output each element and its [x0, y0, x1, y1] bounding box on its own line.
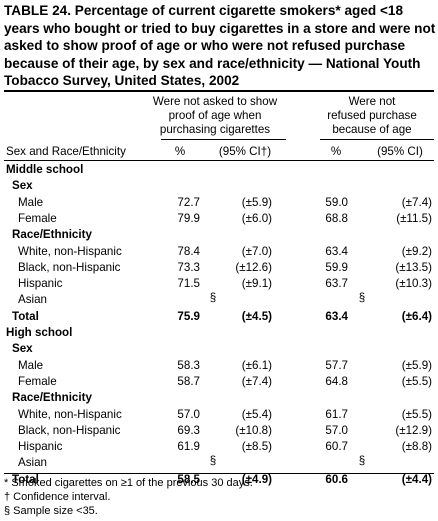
header-rule [4, 160, 434, 161]
ci-value-2: (±5.5) [401, 407, 432, 421]
pct-value-2: 59.0 [325, 195, 348, 209]
row-label-header: Sex and Race/Ethnicity [6, 145, 126, 158]
pct-value-2: 63.4 [325, 244, 348, 258]
pct-value-1: 61.9 [177, 440, 200, 454]
total-label: Total [12, 309, 39, 323]
row-label: Black, non-Hispanic [18, 423, 121, 437]
ci-value-1: (±7.4) [241, 374, 272, 388]
subgroup-label: Race/Ethnicity [12, 228, 92, 242]
suppressed-marker: § [209, 291, 217, 305]
section-label: High school [6, 326, 73, 339]
table-title: TABLE 24. Percentage of current cigarett… [4, 3, 436, 89]
pct-value-1: 58.7 [177, 374, 200, 388]
group1-header-line1: Were not asked to show [152, 95, 278, 108]
row-label: Hispanic [18, 277, 63, 291]
group2-header-line3: because of age [332, 123, 412, 136]
row-label: White, non-Hispanic [18, 244, 122, 258]
subgroup-label: Sex [12, 342, 33, 356]
pct-value-1: 72.7 [177, 195, 200, 209]
row-label: Female [18, 374, 57, 388]
ci-header-2: (95% CI) [377, 145, 423, 158]
pct-value-2: 59.9 [325, 260, 348, 274]
pct-value-2: 60.6 [325, 472, 348, 486]
pct-value-2: 64.8 [325, 374, 348, 388]
ci-value-1: (±7.0) [241, 244, 272, 258]
row-label: Male [18, 195, 44, 209]
row-label: Female [18, 211, 57, 225]
ci-value-2: (±11.5) [396, 211, 432, 225]
top-rule [4, 90, 434, 92]
pct-value-2: 60.7 [325, 440, 348, 454]
ci-header-1: (95% CI†) [218, 145, 272, 158]
pct-value-1: 75.9 [177, 309, 200, 323]
ci-value-2: (±12.9) [395, 423, 432, 437]
pct-value-1: 69.3 [177, 423, 200, 437]
ci-value-1: (±5.9) [241, 195, 272, 209]
pct-header-2: % [330, 145, 342, 158]
row-label: Hispanic [18, 440, 63, 454]
pct-value-1: 58.5 [177, 472, 200, 486]
suppressed-marker: § [358, 454, 366, 468]
pct-value-1: 73.3 [177, 260, 200, 274]
pct-value-1: 57.0 [177, 407, 200, 421]
group1-underline [161, 139, 286, 140]
row-label: Asian [18, 456, 48, 470]
ci-value-2: (±13.5) [395, 260, 432, 274]
bottom-rule [4, 473, 434, 474]
ci-value-2: (±10.3) [395, 277, 432, 291]
ci-value-2: (±5.9) [401, 358, 432, 372]
pct-value-2: 57.0 [325, 423, 348, 437]
total-label: Total [12, 472, 39, 486]
pct-value-1: 78.4 [177, 244, 200, 258]
group2-header-line1: Were not [348, 95, 396, 108]
group2-header-line2: refused purchase [327, 109, 417, 122]
pct-value-2: 63.7 [325, 277, 348, 291]
pct-value-2: 63.4 [325, 309, 348, 323]
pct-value-2: 68.8 [325, 211, 348, 225]
footnote-ci: † Confidence interval. [4, 491, 111, 503]
row-label: Male [18, 358, 44, 372]
suppressed-marker: § [358, 291, 366, 305]
ci-value-1: (±5.4) [241, 407, 272, 421]
group1-header-line3: purchasing cigarettes [159, 123, 271, 136]
section-label: Middle school [6, 163, 84, 176]
subgroup-label: Race/Ethnicity [12, 391, 92, 405]
ci-value-1: (±6.1) [241, 358, 272, 372]
ci-value-2: (±6.4) [401, 309, 432, 323]
pct-value-1: 79.9 [177, 211, 200, 225]
group2-underline [320, 139, 434, 140]
ci-value-2: (±5.5) [401, 374, 432, 388]
row-label: White, non-Hispanic [18, 407, 122, 421]
group1-header-line2: proof of age when [168, 109, 262, 122]
footnote-smoked: * Smoked cigarettes on ≥1 of the previou… [4, 477, 253, 489]
pct-value-2: 61.7 [325, 407, 348, 421]
ci-value-1: (±10.8) [235, 423, 272, 437]
ci-value-2: (±9.2) [401, 244, 432, 258]
pct-value-2: 57.7 [325, 358, 348, 372]
pct-header-1: % [174, 145, 186, 158]
ci-value-2: (±8.8) [401, 440, 432, 454]
ci-value-1: (±12.6) [235, 260, 272, 274]
ci-value-2: (±4.4) [401, 472, 432, 486]
row-label: Asian [18, 293, 48, 307]
row-label: Black, non-Hispanic [18, 260, 121, 274]
ci-value-1: (±8.5) [241, 440, 272, 454]
subgroup-label: Sex [12, 179, 33, 193]
pct-value-1: 71.5 [177, 277, 200, 291]
ci-value-1: (±9.1) [241, 277, 272, 291]
ci-value-1: (±4.9) [241, 472, 272, 486]
ci-value-1: (±6.0) [241, 211, 272, 225]
pct-value-1: 58.3 [177, 358, 200, 372]
ci-value-1: (±4.5) [241, 309, 272, 323]
footnote-sample: § Sample size <35. [4, 505, 98, 517]
suppressed-marker: § [209, 454, 217, 468]
ci-value-2: (±7.4) [401, 195, 432, 209]
